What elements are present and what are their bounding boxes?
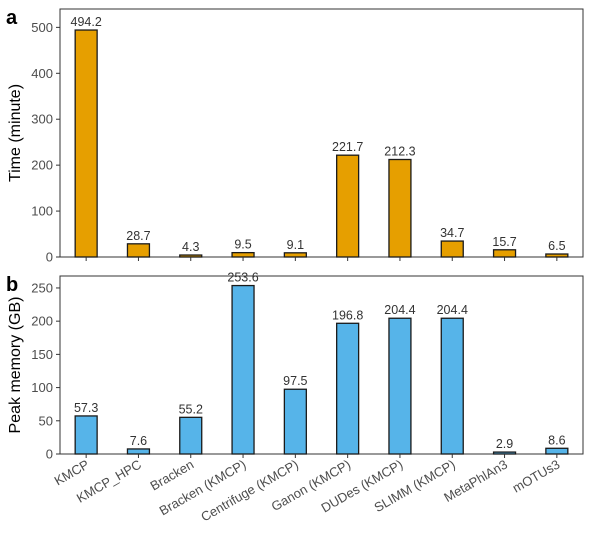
- bar-a-7: [440, 240, 464, 258]
- data-label: 204.4: [437, 303, 468, 317]
- bar-a-0: [74, 29, 98, 258]
- y-tick-label: 0: [46, 250, 53, 265]
- bar-b-9: [545, 447, 569, 455]
- y-tick-label: 0: [46, 447, 53, 462]
- panel-tag: b: [6, 274, 18, 296]
- bar-b-4: [283, 388, 307, 455]
- data-label: 2.9: [496, 437, 513, 451]
- data-label: 9.5: [234, 238, 251, 252]
- y-tick-label: 250: [31, 280, 53, 295]
- y-tick-label: 500: [31, 20, 53, 35]
- data-label: 97.5: [283, 374, 307, 388]
- data-label: 28.7: [126, 229, 150, 243]
- data-label: 9.1: [287, 238, 304, 252]
- category-label: mOTUs3: [510, 457, 563, 496]
- bar-a-9: [545, 253, 569, 258]
- data-label: 212.3: [384, 144, 415, 158]
- bar-a-4: [283, 252, 307, 258]
- data-label: 34.7: [440, 226, 464, 240]
- y-tick-label: 300: [31, 112, 53, 127]
- y-tick-label: 100: [31, 204, 53, 219]
- y-tick-label: 200: [31, 158, 53, 173]
- data-label: 196.8: [332, 308, 363, 322]
- bar-a-1: [126, 243, 151, 258]
- y-tick-label: 50: [39, 413, 53, 428]
- data-label: 204.4: [384, 303, 415, 317]
- bar-a-3: [231, 251, 255, 258]
- bar-b-0: [74, 415, 98, 455]
- y-axis-title: Peak memory (GB): [7, 297, 24, 434]
- y-tick-label: 100: [31, 380, 53, 395]
- bar-a-8: [492, 249, 517, 258]
- panel-b-frame: [59, 275, 584, 455]
- data-label: 221.7: [332, 140, 363, 154]
- bar-b-5: [336, 322, 360, 455]
- data-label: 7.6: [130, 434, 147, 448]
- panel-tag: a: [6, 7, 18, 29]
- category-label: KMCP: [52, 457, 92, 489]
- y-tick-label: 150: [31, 347, 53, 362]
- bar-a-5: [336, 154, 360, 258]
- y-axis-title: Time (minute): [7, 84, 24, 182]
- data-label: 8.6: [548, 433, 565, 447]
- bar-b-6: [388, 317, 412, 455]
- bar-b-8: [492, 451, 517, 455]
- y-tick-label: 200: [31, 314, 53, 329]
- panel-a-frame: [59, 8, 584, 258]
- bar-b-2: [179, 416, 203, 455]
- y-tick-label: 400: [31, 66, 53, 81]
- data-label: 4.3: [182, 240, 199, 254]
- bar-b-7: [440, 317, 464, 455]
- data-label: 253.6: [227, 271, 258, 285]
- data-label: 6.5: [548, 239, 565, 253]
- bar-b-3: [231, 284, 255, 455]
- bar-a-6: [388, 158, 412, 258]
- data-label: 15.7: [492, 235, 516, 249]
- data-label: 494.2: [71, 15, 102, 29]
- data-label: 57.3: [74, 401, 98, 415]
- bar-b-1: [126, 448, 151, 455]
- data-label: 55.2: [179, 402, 203, 416]
- bar-a-2: [179, 254, 203, 258]
